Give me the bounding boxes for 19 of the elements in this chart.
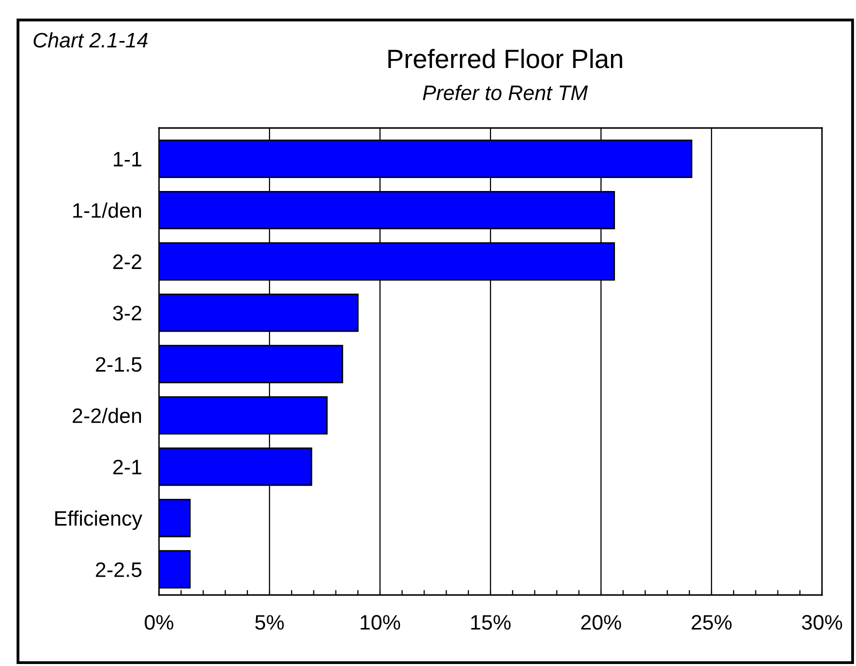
y-tick-label: 3-2 (113, 306, 142, 320)
y-tick-label: 2-2.5 (96, 562, 142, 578)
chart-subtitle: Prefer to Rent TM (422, 84, 588, 100)
y-tick-label: 2-2/den (72, 408, 141, 424)
y-tick-label: 1-1/den (73, 202, 141, 218)
chart-title: Preferred Floor Plan (388, 48, 622, 68)
x-tick-label: 0% (144, 614, 174, 630)
y-tick-label: 2-1 (113, 460, 142, 474)
x-tick-label: 5% (255, 615, 284, 630)
y-tick-label: 2-1.5 (96, 357, 142, 372)
x-tick-label: 15% (471, 615, 511, 630)
x-tick-label: 30% (802, 614, 842, 630)
y-tick-label: 1-1 (114, 152, 142, 166)
y-tick-label: Efficiency (55, 510, 142, 530)
caption: Chart 2.1-14 (34, 32, 148, 48)
x-tick-label: 10% (360, 614, 400, 630)
x-tick-label: 20% (581, 614, 622, 630)
y-tick-label: 2-2 (113, 254, 142, 269)
x-tick-label: 25% (692, 614, 732, 630)
